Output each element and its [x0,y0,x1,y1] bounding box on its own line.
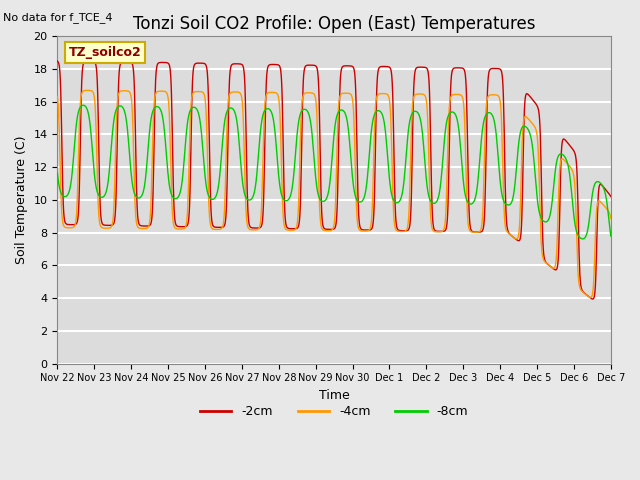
Legend: -2cm, -4cm, -8cm: -2cm, -4cm, -8cm [195,400,474,423]
Text: No data for f_TCE_4: No data for f_TCE_4 [3,12,113,23]
Y-axis label: Soil Temperature (C): Soil Temperature (C) [15,135,28,264]
Title: Tonzi Soil CO2 Profile: Open (East) Temperatures: Tonzi Soil CO2 Profile: Open (East) Temp… [133,15,535,33]
Text: TZ_soilco2: TZ_soilco2 [68,46,141,59]
X-axis label: Time: Time [319,389,349,402]
